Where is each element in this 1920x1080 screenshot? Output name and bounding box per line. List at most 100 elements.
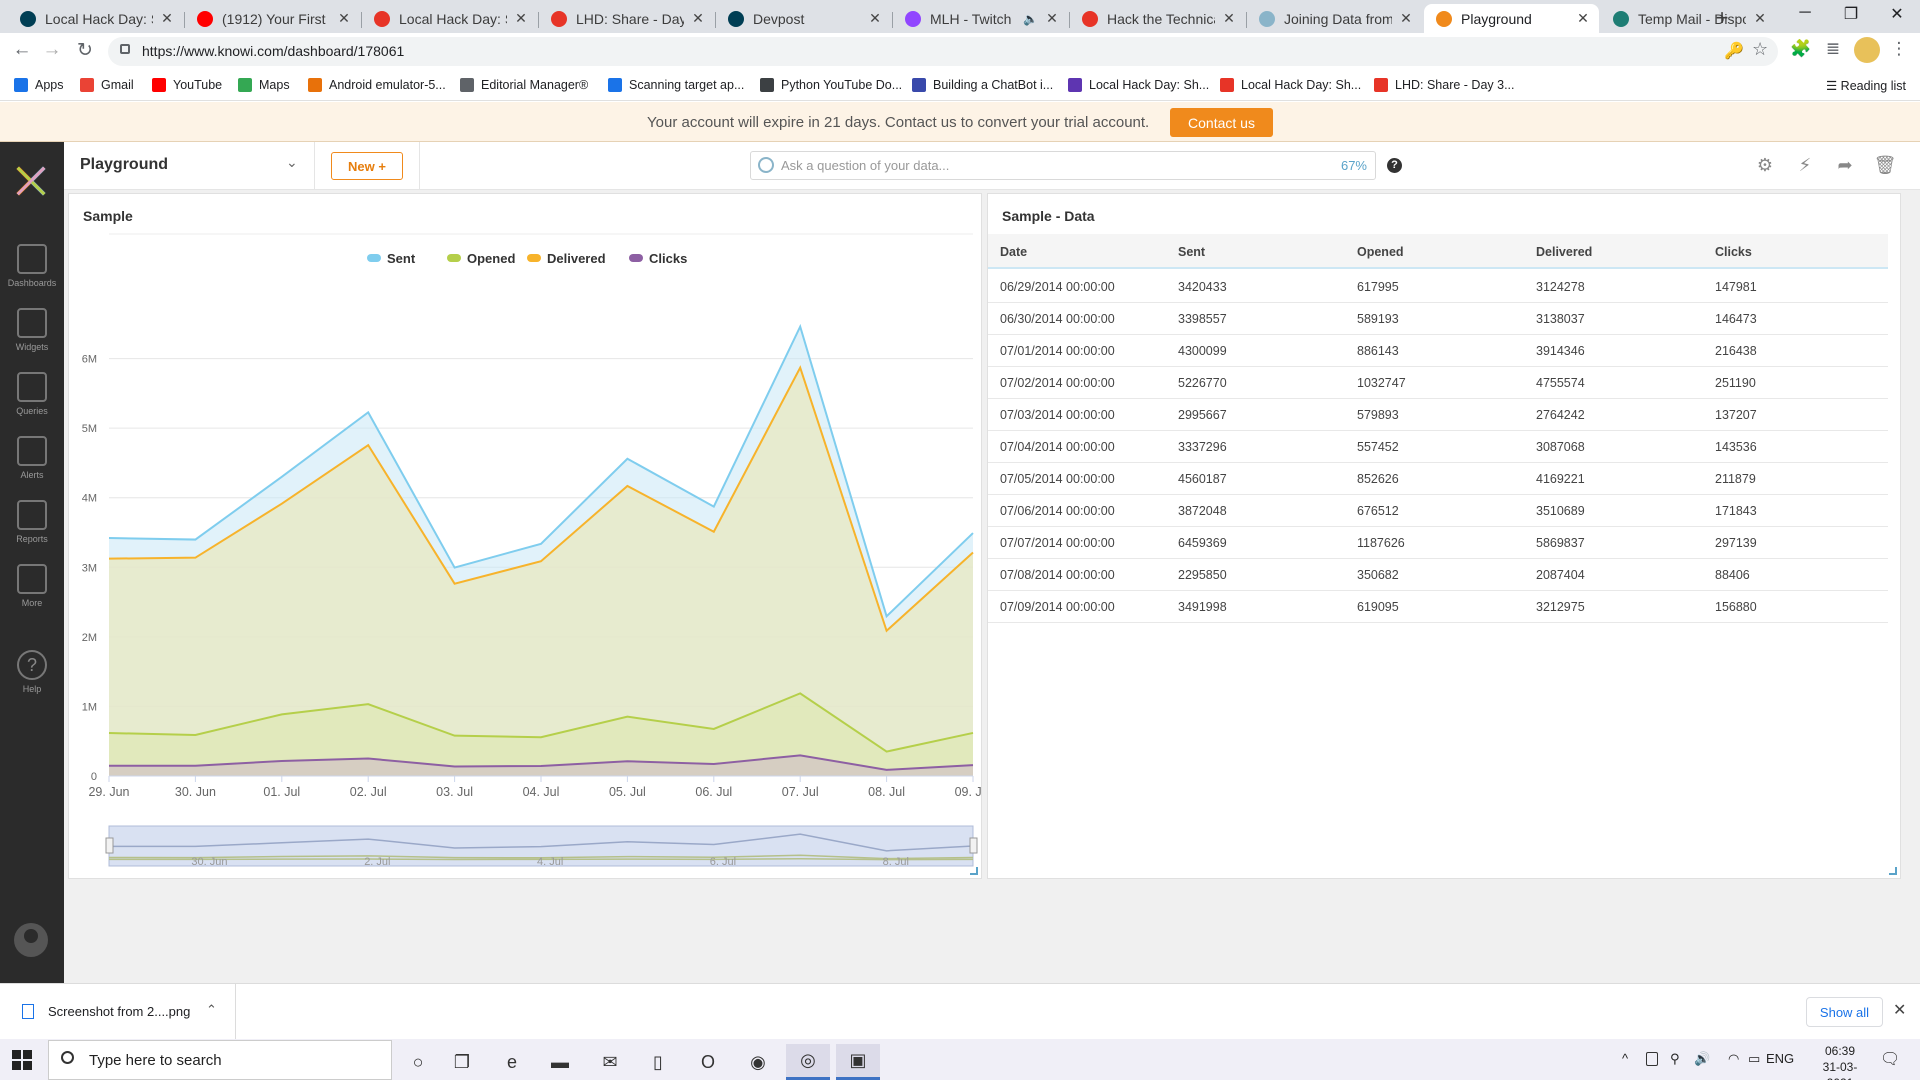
forward-icon[interactable]: → bbox=[42, 39, 62, 60]
sidebar-item-reports[interactable]: Reports bbox=[0, 500, 64, 544]
table-row[interactable]: 07/01/2014 00:00:00 4300099 886143 3914346 2… bbox=[988, 335, 1888, 367]
chart-widget[interactable]: Sample 0 1M 2M 3M 4M 5M 6M 29. Jun 30. Jun 01. Ju… bbox=[68, 193, 982, 879]
delete-icon[interactable]: 🗑 bbox=[1873, 155, 1897, 175]
share-icon[interactable]: ➦ bbox=[1837, 155, 1853, 175]
window-close-icon[interactable]: ✕ bbox=[1890, 6, 1904, 23]
close-tab-icon[interactable]: ✕ bbox=[1577, 10, 1589, 26]
battery-icon[interactable] bbox=[1646, 1052, 1658, 1066]
chrome-icon[interactable]: ◎ bbox=[786, 1044, 830, 1080]
muted-icon[interactable]: 🔈 bbox=[1023, 11, 1038, 26]
table-row[interactable]: 07/02/2014 00:00:00 5226770 1032747 4755574… bbox=[988, 367, 1888, 399]
help-icon[interactable]: ? bbox=[1387, 158, 1402, 173]
star-icon[interactable]: ☆ bbox=[1752, 39, 1769, 59]
area-chart[interactable]: 0 1M 2M 3M 4M 5M 6M 29. Jun 30. Jun 01. Jul 02. Ju… bbox=[69, 194, 981, 878]
bookmark-item[interactable]: Maps bbox=[238, 78, 290, 92]
navigator-handle[interactable] bbox=[105, 837, 114, 854]
bookmark-item[interactable]: Local Hack Day: Sh... bbox=[1220, 78, 1361, 92]
bookmark-item[interactable]: Scanning target ap... bbox=[608, 78, 744, 92]
table-row[interactable]: 07/07/2014 00:00:00 6459369 1187626 5869837… bbox=[988, 527, 1888, 559]
series-line-opened[interactable] bbox=[108, 692, 974, 753]
maximize-icon[interactable]: ❐ bbox=[1843, 6, 1859, 23]
download-item[interactable]: Screenshot from 2....png ⌃ bbox=[0, 984, 236, 1040]
file-explorer-icon[interactable]: ▬ bbox=[551, 1051, 569, 1072]
close-tab-icon[interactable]: ✕ bbox=[1223, 10, 1235, 26]
close-tab-icon[interactable]: ✕ bbox=[869, 10, 881, 26]
table-row[interactable]: 07/03/2014 00:00:00 2995667 579893 2764242 1… bbox=[988, 399, 1888, 431]
browser-tab[interactable]: Devpost ✕ bbox=[716, 4, 891, 33]
column-header[interactable]: Opened bbox=[1357, 245, 1404, 259]
bookmark-item[interactable]: Android emulator-5... bbox=[308, 78, 446, 92]
close-icon[interactable]: ✕ bbox=[1893, 1002, 1907, 1019]
series-line-sent[interactable] bbox=[108, 323, 974, 619]
series-line-delivered[interactable] bbox=[108, 365, 974, 633]
bookmark-item[interactable]: YouTube bbox=[152, 78, 222, 92]
ask-data-input[interactable]: Ask a question of your data... 67% bbox=[750, 151, 1376, 180]
column-header[interactable]: Date bbox=[1000, 245, 1028, 259]
table-widget[interactable]: Sample - Data Date Sent Opened Delivered Cli… bbox=[987, 193, 1901, 879]
tray-chevron-icon[interactable]: ^ bbox=[1622, 1051, 1629, 1066]
network-icon[interactable]: ⚲ bbox=[1670, 1051, 1680, 1066]
bookmark-item[interactable]: Python YouTube Do... bbox=[760, 78, 902, 92]
discord-icon[interactable]: ◉ bbox=[750, 1051, 766, 1072]
table-row[interactable]: 07/08/2014 00:00:00 2295850 350682 2087404 8… bbox=[988, 559, 1888, 591]
contact-us-button[interactable]: Contact us bbox=[1170, 108, 1273, 137]
cortana-icon[interactable]: ○ bbox=[412, 1051, 424, 1072]
sidebar-item-widgets[interactable]: Widgets bbox=[0, 308, 64, 352]
minimize-icon[interactable]: ─ bbox=[1799, 4, 1811, 21]
close-tab-icon[interactable]: ✕ bbox=[161, 10, 173, 26]
browser-tab[interactable]: Temp Mail - Dispos ✕ bbox=[1601, 4, 1776, 33]
ai-icon[interactable]: ⚡ bbox=[1798, 155, 1812, 175]
back-icon[interactable]: ← bbox=[12, 39, 32, 60]
bookmark-item[interactable]: Apps bbox=[14, 78, 64, 92]
dashboard-name[interactable]: Playground bbox=[80, 156, 169, 173]
close-tab-icon[interactable]: ✕ bbox=[1754, 10, 1766, 26]
url-text[interactable]: https://www.knowi.com/dashboard/178061 bbox=[142, 43, 405, 59]
taskbar-search[interactable]: Type here to search bbox=[48, 1040, 392, 1080]
knowi-logo-icon[interactable] bbox=[12, 162, 50, 200]
sidebar-item-alerts[interactable]: Alerts bbox=[0, 436, 64, 480]
sidebar-item-help[interactable]: ? Help bbox=[0, 650, 64, 694]
browser-tab[interactable]: Local Hack Day: Sha ✕ bbox=[8, 4, 183, 33]
browser-tab[interactable]: Hack the Technical ✕ bbox=[1070, 4, 1245, 33]
media-control-icon[interactable]: ≣ bbox=[1825, 39, 1841, 58]
mail-icon[interactable]: ✉ bbox=[602, 1051, 618, 1072]
extensions-icon[interactable]: 🧩 bbox=[1790, 39, 1812, 58]
bookmark-item[interactable]: Gmail bbox=[80, 78, 134, 92]
table-row[interactable]: 07/06/2014 00:00:00 3872048 676512 3510689 1… bbox=[988, 495, 1888, 527]
legend-item-sent[interactable]: Sent bbox=[367, 251, 416, 266]
close-tab-icon[interactable]: ✕ bbox=[1046, 10, 1058, 26]
user-avatar-icon[interactable] bbox=[14, 923, 48, 957]
bookmark-item[interactable]: Editorial Manager® bbox=[460, 78, 588, 92]
bookmark-item[interactable]: Local Hack Day: Sh... bbox=[1068, 78, 1209, 92]
notifications-icon[interactable]: 🗨 bbox=[1880, 1051, 1901, 1068]
reading-list-button[interactable]: ☰ Reading list bbox=[1826, 78, 1906, 93]
legend-item-clicks[interactable]: Clicks bbox=[629, 251, 687, 266]
office-icon[interactable]: O bbox=[700, 1051, 715, 1072]
column-header[interactable]: Delivered bbox=[1536, 245, 1593, 259]
profile-avatar[interactable] bbox=[1854, 37, 1880, 63]
legend-item-delivered[interactable]: Delivered bbox=[527, 251, 606, 266]
volume-icon[interactable]: 🔊 bbox=[1694, 1051, 1711, 1066]
table-row[interactable]: 07/05/2014 00:00:00 4560187 852626 4169221 2… bbox=[988, 463, 1888, 495]
browser-tab[interactable]: (1912) Your First Ra ✕ bbox=[185, 4, 360, 33]
resize-handle[interactable] bbox=[970, 867, 978, 875]
new-button[interactable]: New + bbox=[331, 152, 403, 180]
sidebar-item-dashboards[interactable]: Dashboards bbox=[0, 244, 64, 288]
browser-tab[interactable]: MLH - Twitch 🔈 ✕ bbox=[893, 4, 1068, 33]
edge-icon[interactable]: e bbox=[506, 1051, 517, 1072]
column-header[interactable]: Sent bbox=[1178, 245, 1206, 259]
browser-tab[interactable]: Playground ✕ bbox=[1424, 4, 1599, 33]
chevron-down-icon[interactable]: ⌄ bbox=[286, 154, 298, 170]
wifi-icon[interactable]: ◠ bbox=[1728, 1051, 1740, 1066]
system-clock[interactable]: 06:39 31-03-2021 bbox=[1810, 1043, 1870, 1080]
remote-desktop-icon[interactable]: ▣ bbox=[836, 1044, 880, 1080]
column-header[interactable]: Clicks bbox=[1715, 245, 1752, 259]
task-view-icon[interactable]: ❐ bbox=[453, 1051, 471, 1072]
table-row[interactable]: 06/30/2014 00:00:00 3398557 589193 3138037 1… bbox=[988, 303, 1888, 335]
language-indicator[interactable]: ENG bbox=[1766, 1051, 1795, 1066]
power-icon[interactable]: ▭ bbox=[1748, 1051, 1761, 1066]
settings-icon[interactable]: ⚙ bbox=[1756, 155, 1774, 175]
series-line-clicks[interactable] bbox=[108, 754, 974, 771]
sidebar-item-more[interactable]: More bbox=[0, 564, 64, 608]
legend-item-opened[interactable]: Opened bbox=[447, 251, 515, 266]
